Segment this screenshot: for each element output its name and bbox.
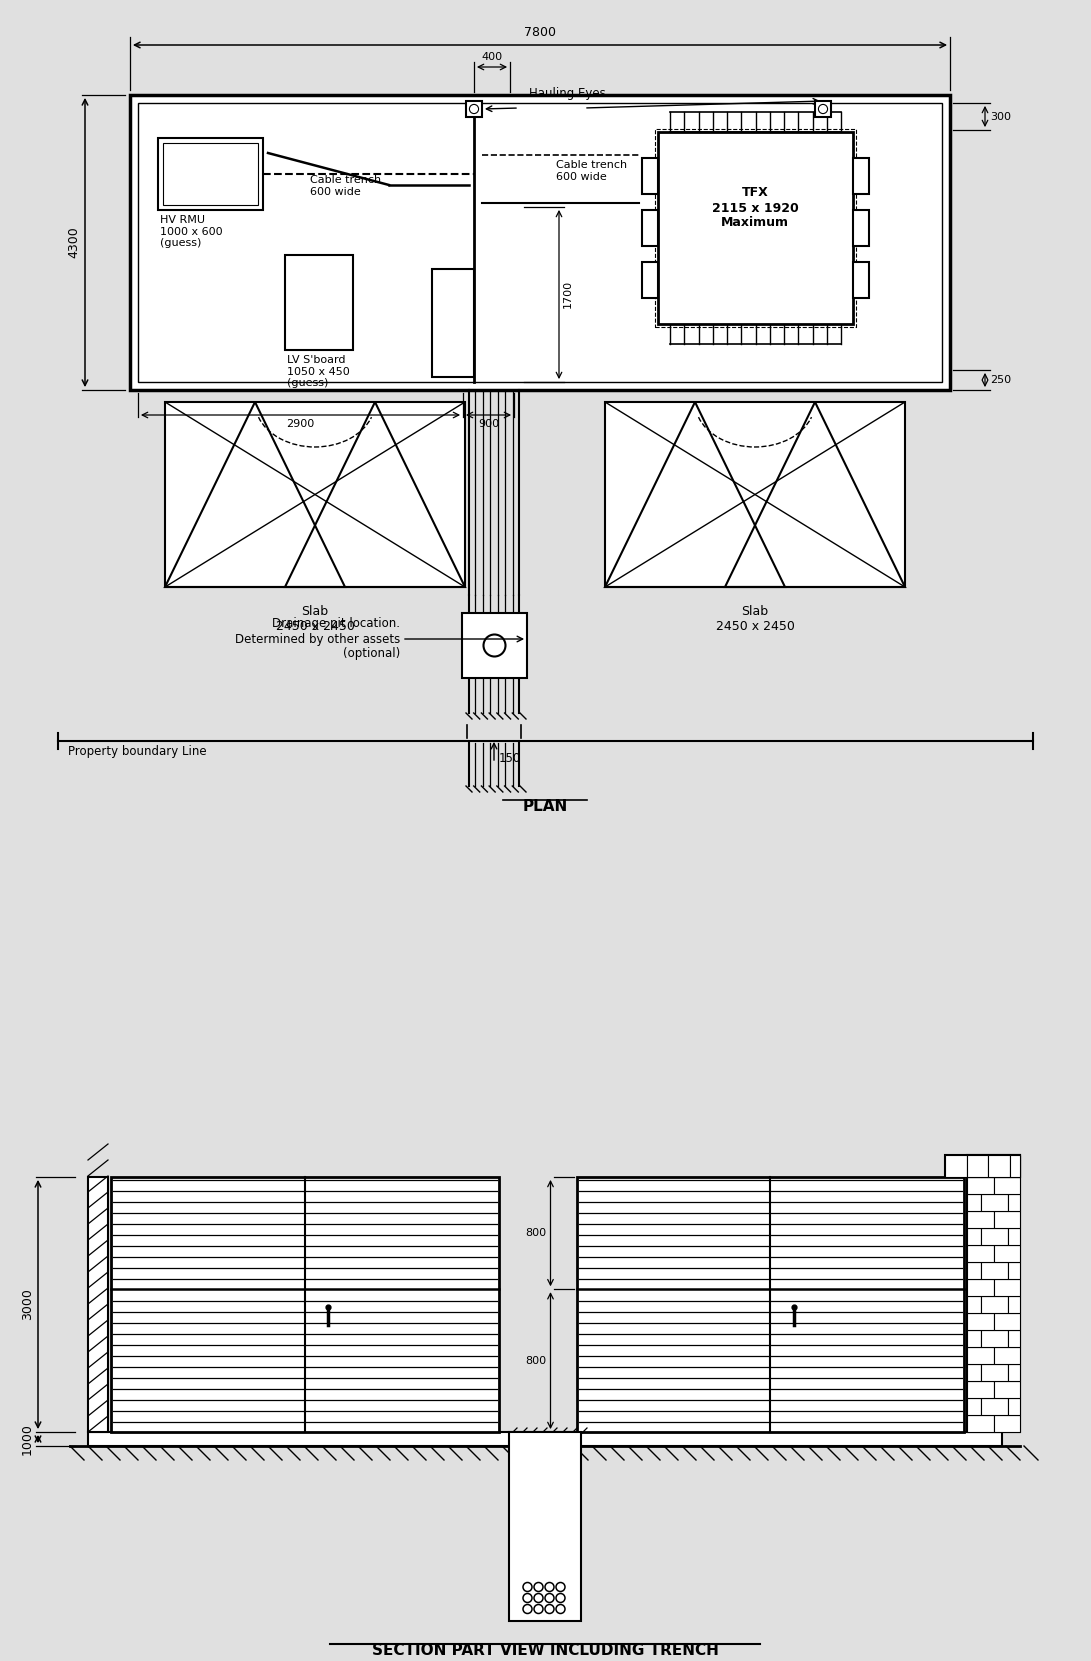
Bar — [111, 1178, 499, 1432]
Text: 300: 300 — [990, 111, 1011, 121]
Bar — [967, 1159, 981, 1178]
Bar — [981, 1399, 1007, 1415]
Bar — [967, 1347, 994, 1364]
Bar — [981, 1296, 1007, 1312]
Bar — [981, 1194, 1007, 1211]
Bar — [432, 269, 473, 377]
Text: PLAN: PLAN — [523, 799, 567, 814]
Text: 2900: 2900 — [286, 419, 314, 429]
Bar — [981, 1364, 1007, 1380]
Bar — [945, 1154, 1020, 1178]
Bar — [285, 256, 353, 350]
Bar — [967, 1154, 994, 1159]
Bar — [642, 158, 658, 194]
Bar — [1007, 1364, 1020, 1380]
Text: Property boundary Line: Property boundary Line — [68, 746, 206, 757]
Bar — [853, 209, 870, 246]
Bar — [967, 1279, 994, 1296]
Bar — [642, 209, 658, 246]
Bar — [165, 402, 465, 586]
Bar — [1007, 1159, 1020, 1178]
Bar — [130, 95, 950, 390]
Bar — [606, 402, 906, 586]
Text: SECTION PART VIEW INCLUDING TRENCH: SECTION PART VIEW INCLUDING TRENCH — [372, 1643, 719, 1658]
Bar — [642, 262, 658, 297]
Text: Cable trench
600 wide: Cable trench 600 wide — [556, 159, 627, 181]
Bar — [967, 1330, 981, 1347]
Bar — [967, 1262, 981, 1279]
Bar — [658, 131, 853, 324]
Text: 400: 400 — [481, 51, 503, 61]
Text: LV S'board
1050 x 450
(guess): LV S'board 1050 x 450 (guess) — [287, 355, 350, 389]
Bar — [967, 1154, 988, 1178]
Bar — [1007, 1194, 1020, 1211]
Bar — [967, 1194, 981, 1211]
Bar — [988, 1154, 1010, 1178]
Bar — [967, 1380, 994, 1399]
Bar — [1007, 1399, 1020, 1415]
Bar — [655, 130, 856, 327]
Bar — [1010, 1154, 1020, 1178]
Bar — [163, 143, 257, 204]
Bar — [1007, 1330, 1020, 1347]
Bar — [994, 1347, 1020, 1364]
Bar — [967, 1178, 994, 1194]
Bar — [994, 1380, 1020, 1399]
Bar — [461, 613, 527, 678]
Bar — [994, 1154, 1020, 1159]
Bar — [853, 158, 870, 194]
Bar — [981, 1262, 1007, 1279]
Text: Hauling Eyes: Hauling Eyes — [529, 86, 606, 100]
Bar — [994, 1312, 1020, 1330]
Bar — [967, 1154, 1020, 1432]
Bar — [967, 1246, 994, 1262]
Bar — [967, 1415, 994, 1432]
Bar — [994, 1279, 1020, 1296]
Bar — [994, 1415, 1020, 1432]
Bar — [137, 103, 942, 382]
Text: 3000: 3000 — [21, 1289, 34, 1320]
Text: Cable trench
600 wide: Cable trench 600 wide — [310, 174, 381, 196]
Bar — [981, 1330, 1007, 1347]
Bar — [945, 1154, 967, 1178]
Text: Slab
2450 x 2450: Slab 2450 x 2450 — [276, 605, 355, 633]
Text: 150: 150 — [499, 752, 521, 766]
Bar — [994, 1211, 1020, 1227]
Text: TFX
2115 x 1920
Maximum: TFX 2115 x 1920 Maximum — [711, 186, 799, 229]
Bar — [466, 101, 482, 116]
Bar — [967, 1399, 981, 1415]
Text: 1000: 1000 — [21, 1423, 34, 1455]
Text: HV RMU
1000 x 600
(guess): HV RMU 1000 x 600 (guess) — [160, 214, 223, 247]
Bar — [967, 1312, 994, 1330]
Bar — [994, 1178, 1020, 1194]
Bar — [967, 1364, 981, 1380]
Bar — [815, 101, 831, 116]
Bar — [1007, 1262, 1020, 1279]
Bar — [967, 1211, 994, 1227]
Text: 800: 800 — [526, 1227, 547, 1237]
Bar — [1007, 1227, 1020, 1246]
Bar — [967, 1296, 981, 1312]
Text: 4300: 4300 — [67, 226, 80, 259]
Bar — [853, 262, 870, 297]
Bar — [994, 1246, 1020, 1262]
Text: 1700: 1700 — [563, 281, 573, 307]
Bar — [158, 138, 263, 209]
Bar — [88, 1178, 108, 1432]
Text: Drainage pit location.
Determined by other assets
(optional): Drainage pit location. Determined by oth… — [235, 618, 400, 661]
Bar — [88, 1432, 1002, 1447]
Bar — [576, 1178, 964, 1432]
Bar — [981, 1227, 1007, 1246]
Bar — [1007, 1296, 1020, 1312]
Text: 250: 250 — [990, 375, 1011, 385]
Bar — [981, 1159, 1007, 1178]
Text: 7800: 7800 — [524, 27, 556, 38]
Text: Slab
2450 x 2450: Slab 2450 x 2450 — [716, 605, 794, 633]
Text: 900: 900 — [478, 419, 499, 429]
Bar — [509, 1432, 582, 1621]
Text: 800: 800 — [526, 1355, 547, 1365]
Bar — [967, 1227, 981, 1246]
